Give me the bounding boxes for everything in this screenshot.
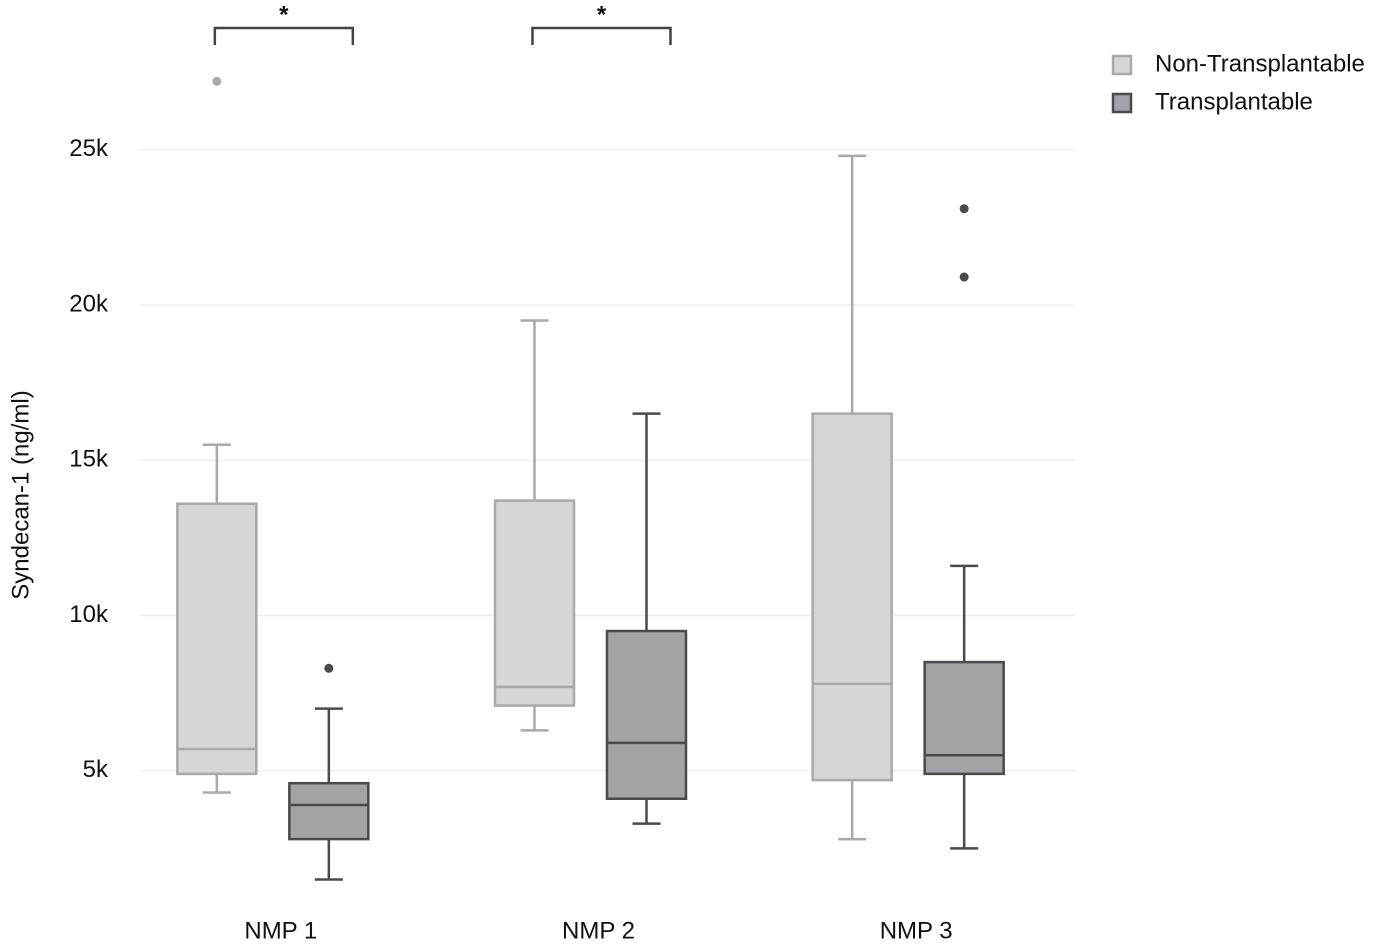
- significance-bracket: [213, 26, 355, 45]
- y-axis-title: Syndecan-1 (ng/ml): [7, 390, 34, 599]
- box: [176, 502, 258, 776]
- box: [605, 629, 688, 800]
- outlier: [959, 272, 969, 282]
- x-tick-label: NMP 1: [244, 917, 317, 944]
- outlier: [959, 204, 969, 214]
- outlier: [324, 663, 334, 673]
- y-tick-label: 15k: [69, 446, 109, 473]
- x-tick-label: NMP 2: [562, 917, 635, 944]
- y-tick-label: 20k: [69, 290, 109, 317]
- significance-bracket: [531, 26, 672, 45]
- box: [288, 781, 370, 841]
- legend-label: Transplantable: [1155, 88, 1313, 115]
- significance-label: *: [279, 1, 289, 28]
- significance-label: *: [597, 1, 607, 28]
- legend-swatch: [1111, 54, 1133, 76]
- y-tick-label: 10k: [69, 601, 109, 628]
- y-tick-label: 25k: [69, 135, 109, 162]
- box: [923, 660, 1005, 776]
- legend-label: Non-Transplantable: [1155, 50, 1365, 77]
- box: [811, 412, 893, 782]
- legend-swatch: [1111, 92, 1133, 114]
- box: [493, 499, 576, 707]
- x-tick-label: NMP 3: [880, 917, 953, 944]
- outlier: [212, 76, 222, 86]
- y-tick-label: 5k: [83, 756, 109, 783]
